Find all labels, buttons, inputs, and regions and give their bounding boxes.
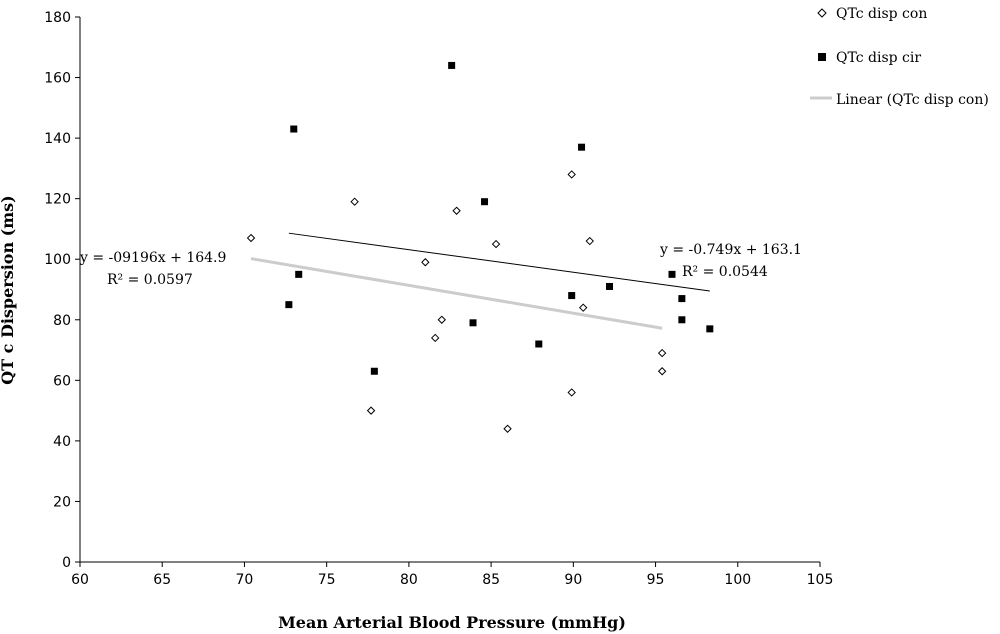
annotation-con-line2: R² = 0.0597 xyxy=(107,272,193,288)
legend: QTc disp con QTc disp cir Linear (QTc di… xyxy=(810,6,989,108)
point-con xyxy=(246,233,256,243)
point-cir xyxy=(481,198,489,206)
x-tick-label: 95 xyxy=(647,572,665,588)
point-cir xyxy=(295,270,303,278)
trendline-con xyxy=(250,257,663,330)
point-con xyxy=(585,236,594,246)
point-con xyxy=(657,348,667,358)
y-tick-label: 120 xyxy=(44,192,71,208)
point-con xyxy=(452,206,461,215)
point-cir xyxy=(578,143,586,151)
point-con xyxy=(437,315,446,324)
point-cir xyxy=(370,367,378,375)
point-cir xyxy=(678,316,686,324)
y-tick-label: 100 xyxy=(44,252,71,268)
trendlines xyxy=(250,232,710,330)
point-cir xyxy=(448,61,456,69)
y-tick-label: 160 xyxy=(44,71,71,87)
point-cir xyxy=(535,340,543,348)
y-tick-label: 60 xyxy=(53,373,71,389)
x-tick-label: 70 xyxy=(236,572,254,588)
point-con xyxy=(567,170,576,179)
y-tick-label: 180 xyxy=(44,10,71,26)
point-cir xyxy=(706,325,714,333)
legend-label-cir: QTc disp cir xyxy=(836,50,921,66)
point-cir xyxy=(678,295,686,303)
point-con xyxy=(491,239,501,249)
legend-marker-cir xyxy=(818,53,826,61)
data-points xyxy=(246,61,714,433)
trendline-cir xyxy=(288,232,710,292)
annotation-cir-equation: y = -0.749x + 163.1 R² = 0.0544 xyxy=(659,242,802,280)
y-axis-title: QT c Dispersion (ms) xyxy=(0,195,17,385)
y-tick-label: 80 xyxy=(53,313,71,329)
x-tick-label: 60 xyxy=(71,572,89,588)
point-con xyxy=(430,333,440,343)
point-cir xyxy=(290,125,298,133)
x-tick-label: 100 xyxy=(724,572,751,588)
point-cir xyxy=(668,270,676,278)
annotation-con-equation: y = -09196x + 164.9 R² = 0.0597 xyxy=(79,250,226,288)
x-tick-label: 85 xyxy=(482,572,500,588)
x-axis-title: Mean Arterial Blood Pressure (mmHg) xyxy=(278,613,626,632)
legend-label-linear: Linear (QTc disp con) xyxy=(836,92,989,108)
y-tick-label: 20 xyxy=(53,494,71,510)
legend-label-con: QTc disp con xyxy=(836,6,927,22)
x-tick-label: 80 xyxy=(400,572,418,588)
point-cir xyxy=(469,319,477,327)
legend-marker-con xyxy=(817,8,827,18)
annotation-con-line1: y = -09196x + 164.9 xyxy=(79,250,226,266)
y-tick-label: 140 xyxy=(44,131,71,147)
x-tick-label: 65 xyxy=(153,572,171,588)
point-con xyxy=(350,197,359,206)
x-tick-label: 105 xyxy=(807,572,834,588)
point-con xyxy=(578,303,588,312)
y-tick-label: 0 xyxy=(62,555,71,571)
point-cir xyxy=(606,282,614,290)
point-con xyxy=(567,388,576,397)
y-tick-label: 40 xyxy=(53,434,71,450)
annotation-cir-line1: y = -0.749x + 163.1 xyxy=(659,242,802,258)
x-tick-label: 75 xyxy=(318,572,336,588)
point-con xyxy=(366,406,376,415)
point-con xyxy=(503,424,512,433)
x-tick-label: 90 xyxy=(564,572,582,588)
axes: 60 65 70 75 80 85 90 95 100 105 0 20 40 60 80 100 120 140… xyxy=(44,10,833,588)
point-cir xyxy=(568,292,576,300)
point-cir xyxy=(285,301,293,309)
point-con xyxy=(421,258,430,267)
point-con xyxy=(657,367,667,376)
annotation-cir-line2: R² = 0.0544 xyxy=(682,264,768,280)
